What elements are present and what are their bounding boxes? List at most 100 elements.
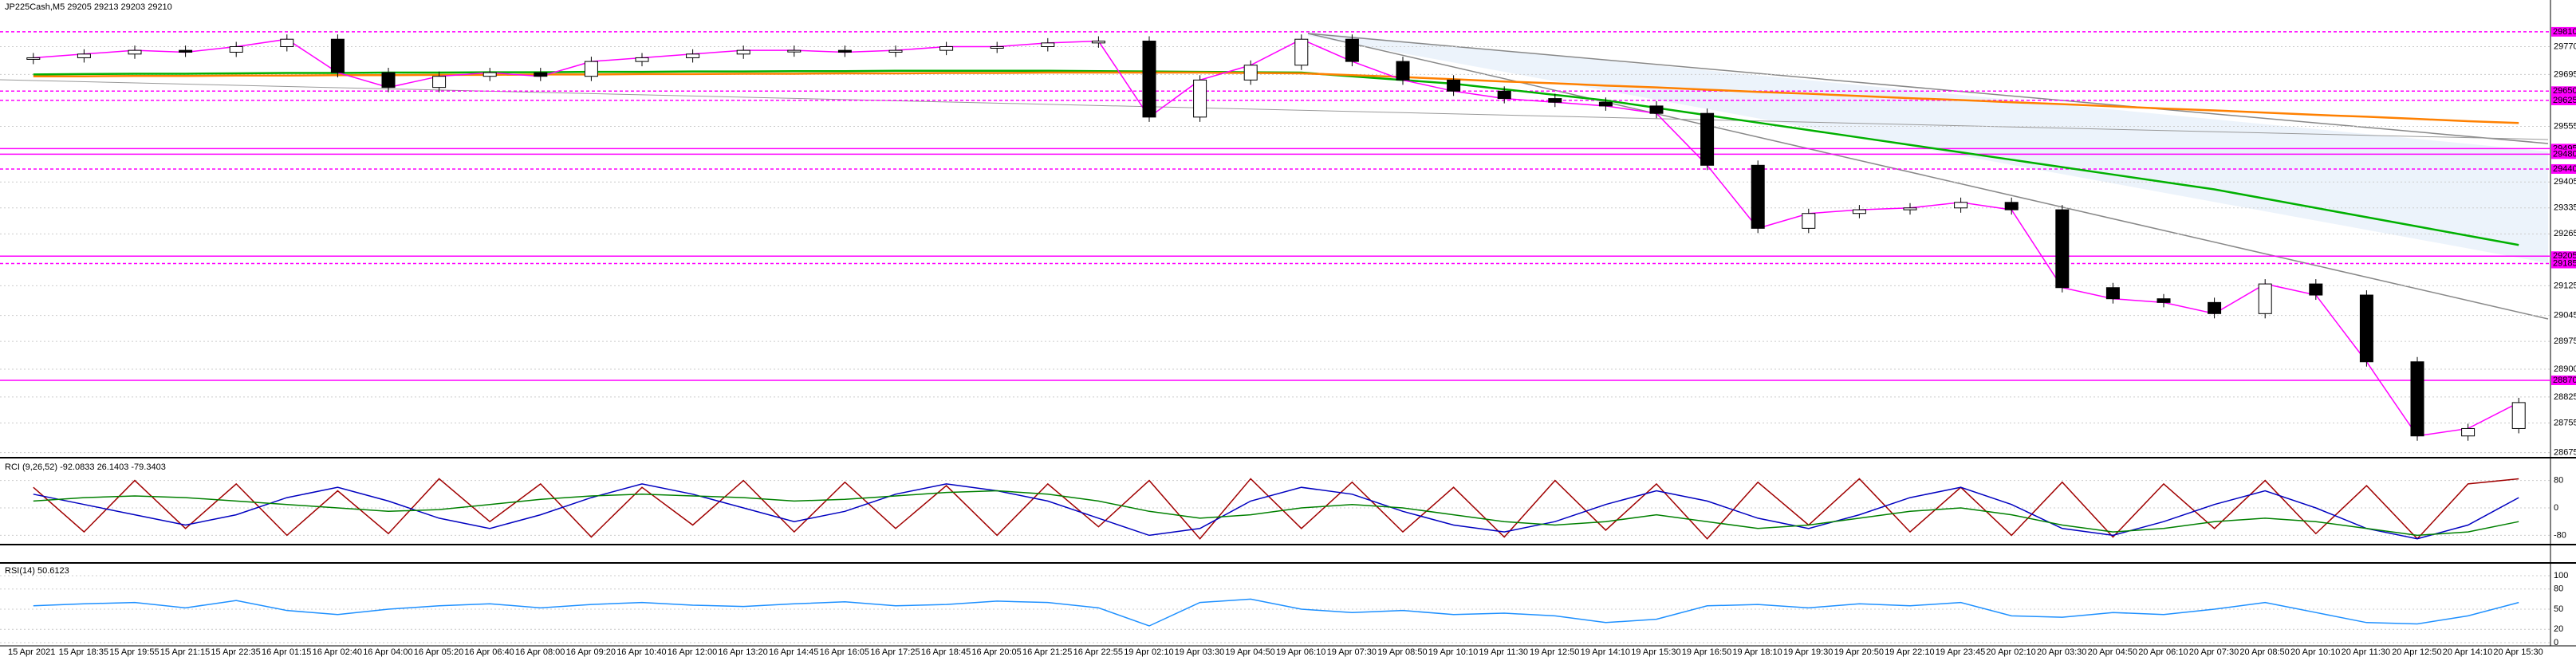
trend-line [1307, 33, 2549, 144]
candle [280, 38, 294, 48]
level-label: 28870 [2553, 376, 2576, 385]
x-tick-label: 15 Apr 19:55 [109, 647, 159, 657]
y-tick-label: 0 [2554, 503, 2558, 513]
x-tick-label: 20 Apr 07:30 [2189, 647, 2239, 657]
candle [381, 72, 396, 89]
candle [330, 38, 345, 73]
y-tick-label: 29265 [2554, 229, 2576, 238]
x-tick-label: 16 Apr 05:20 [414, 647, 463, 657]
indicator-line [33, 483, 2519, 540]
level-label: 29440 [2553, 164, 2576, 174]
x-tick-label: 19 Apr 02:10 [1124, 647, 1173, 657]
x-tick-label: 20 Apr 15:30 [2493, 647, 2543, 657]
indicator-line [33, 490, 2519, 537]
candle [1497, 90, 1511, 100]
x-tick-label: 20 Apr 03:30 [2037, 647, 2086, 657]
candle [1903, 207, 1917, 210]
level-tag [2551, 26, 2576, 37]
candle [2157, 298, 2171, 303]
candle [432, 76, 447, 89]
candle [939, 46, 954, 51]
level-label: 29205 [2553, 251, 2576, 261]
y-tick-label: 29695 [2554, 69, 2576, 79]
candle [2208, 301, 2222, 314]
candle [179, 49, 193, 53]
x-tick-label: 19 Apr 15:30 [1631, 647, 1680, 657]
candle [736, 49, 750, 55]
x-tick-label: 16 Apr 08:00 [515, 647, 565, 657]
x-tick-label: 16 Apr 18:45 [921, 647, 971, 657]
x-tick-label: 19 Apr 14:10 [1581, 647, 1630, 657]
y-tick-label: 100 [2554, 571, 2568, 580]
candle [837, 49, 852, 53]
candle [787, 49, 802, 53]
level-label: 29650 [2553, 86, 2576, 96]
x-tick-label: 19 Apr 20:50 [1834, 647, 1884, 657]
candle [1700, 112, 1715, 166]
y-tick-label: 29045 [2554, 311, 2576, 321]
x-tick-label: 15 Apr 2021 [8, 647, 55, 657]
candle [1142, 41, 1156, 118]
x-tick-label: 16 Apr 06:40 [464, 647, 514, 657]
y-tick-label: 28900 [2554, 364, 2576, 374]
candle [1294, 38, 1309, 66]
candle [1243, 65, 1258, 81]
x-tick-label: 16 Apr 10:40 [616, 647, 666, 657]
y-tick-label: 20 [2554, 624, 2563, 634]
candle [2004, 202, 2019, 210]
y-tick-label: 29405 [2554, 177, 2576, 187]
candle [26, 57, 41, 60]
candle [2309, 283, 2323, 296]
level-label: 29810 [2553, 27, 2576, 37]
y-tick-label: 29125 [2554, 281, 2576, 290]
x-tick-label: 19 Apr 03:30 [1175, 647, 1224, 657]
level-label: 29625 [2553, 96, 2576, 105]
candle [1193, 79, 1207, 118]
chart-title: JP225Cash,M5 29205 29213 29203 29210 [5, 2, 172, 12]
x-tick-label: 15 Apr 22:35 [211, 647, 260, 657]
candle [2410, 361, 2424, 437]
level-tag [2551, 251, 2576, 262]
indicator-line [33, 598, 2519, 627]
candle [2055, 209, 2070, 289]
x-tick-label: 19 Apr 22:10 [1885, 647, 1934, 657]
x-tick-label: 16 Apr 02:40 [313, 647, 362, 657]
x-tick-label: 19 Apr 16:50 [1682, 647, 1731, 657]
x-tick-label: 19 Apr 04:50 [1225, 647, 1274, 657]
x-tick-label: 16 Apr 21:25 [1022, 647, 1072, 657]
level-tag [2551, 163, 2576, 174]
x-tick-label: 16 Apr 13:20 [718, 647, 767, 657]
candle [483, 72, 497, 77]
x-tick-label: 19 Apr 23:45 [1936, 647, 1985, 657]
level-label: 29185 [2553, 258, 2576, 268]
moving-average [33, 71, 2519, 124]
price-line [33, 38, 2519, 437]
x-tick-label: 19 Apr 11:30 [1479, 647, 1528, 657]
x-tick-label: 16 Apr 16:05 [820, 647, 869, 657]
candle [584, 61, 598, 77]
y-tick-label: -80 [2554, 530, 2566, 540]
candle [128, 49, 142, 55]
x-tick-label: 20 Apr 04:50 [2088, 647, 2137, 657]
candle [2359, 294, 2373, 363]
indicator-title: RCI (9,26,52) -92.0833 26.1403 -79.3403 [5, 462, 166, 472]
x-tick-label: 20 Apr 12:50 [2392, 647, 2441, 657]
candle [1345, 38, 1359, 62]
level-tag [2551, 86, 2576, 96]
candle [2461, 427, 2476, 437]
x-tick-label: 15 Apr 21:15 [160, 647, 210, 657]
candle [77, 53, 91, 58]
x-tick-label: 16 Apr 20:05 [971, 647, 1021, 657]
candle [1396, 61, 1410, 81]
candle [990, 46, 1004, 49]
x-tick-label: 20 Apr 06:10 [2138, 647, 2188, 657]
x-tick-label: 16 Apr 22:55 [1073, 647, 1123, 657]
x-tick-label: 19 Apr 18:10 [1732, 647, 1782, 657]
candle [1447, 79, 1461, 92]
x-tick-label: 16 Apr 14:45 [769, 647, 818, 657]
x-tick-label: 20 Apr 10:10 [2290, 647, 2340, 657]
candle [635, 57, 649, 62]
